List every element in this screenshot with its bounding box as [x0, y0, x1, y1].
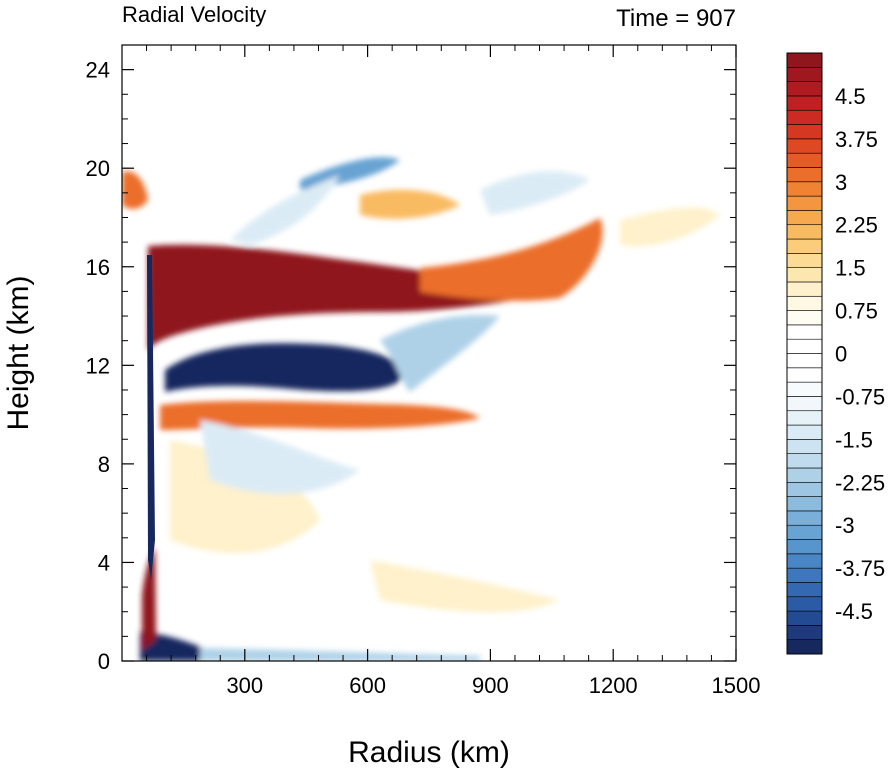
- colorbar-label: -0.75: [835, 384, 885, 409]
- x-tick-label: 300: [226, 673, 263, 698]
- feature-midlevel-outflow: [160, 401, 480, 430]
- colorbar-label: -2.25: [835, 470, 885, 495]
- colorbar-segment: [786, 67, 823, 82]
- x-axis-label: Radius (km): [348, 736, 510, 769]
- colorbar-segment: [786, 596, 823, 612]
- colorbar-segment: [786, 353, 823, 369]
- y-tick-label: 24: [86, 58, 110, 83]
- colorbar-segment: [786, 481, 823, 497]
- feature-upper-outflow-jet: [148, 244, 560, 352]
- colorbar-segment: [786, 267, 823, 283]
- y-tick-label: 0: [98, 649, 110, 674]
- feature-eyewall-inflow-line: [147, 255, 155, 580]
- x-tick-label: 900: [472, 673, 509, 698]
- colorbar-segment: [786, 224, 823, 240]
- colorbar-segment: [786, 367, 823, 383]
- feature-mid-blue: [200, 420, 360, 494]
- colorbar-segment: [786, 138, 823, 154]
- colorbar-segment: [786, 295, 823, 311]
- colorbar-segment: [786, 109, 823, 125]
- y-tick-label: 8: [98, 452, 110, 477]
- colorbar-segment: [786, 310, 823, 326]
- colorbar: 4.5 3.75 3 2.25 1.5 0.75 0 -0.75 -1.5 -2.25 -3 -3.7…: [786, 52, 885, 655]
- colorbar-segment: [786, 152, 823, 168]
- colorbar-label: 2.25: [835, 213, 878, 238]
- colorbar-segment: [786, 281, 823, 297]
- feature-outflow-tongue: [420, 218, 603, 301]
- colorbar-segment: [786, 453, 823, 469]
- y-tick-label: 12: [86, 353, 110, 378]
- colorbar-segment: [786, 95, 823, 111]
- plot-frame: [121, 44, 737, 662]
- colorbar-segment: [786, 396, 823, 412]
- chart-title: Radial Velocity: [122, 2, 266, 27]
- colorbar-segment: [786, 253, 823, 268]
- feature-right-yellow: [620, 207, 720, 247]
- colorbar-segment: [786, 582, 823, 598]
- feature-return-inflow-halo: [380, 315, 500, 392]
- colorbar-segment: [786, 381, 823, 397]
- colorbar-segment: [786, 81, 823, 97]
- y-axis-label: Height (km): [2, 275, 35, 430]
- colorbar-segment: [786, 181, 823, 197]
- colorbar-segment: [786, 439, 823, 454]
- colorbar-segment: [786, 338, 823, 354]
- feature-upper-inflow-right: [480, 171, 590, 215]
- colorbar-segment: [786, 625, 823, 640]
- colorbar-frame: [786, 52, 823, 655]
- colorbar-segment: [786, 410, 823, 426]
- y-tick-label: 16: [86, 255, 110, 280]
- colorbar-label: 0: [835, 342, 847, 367]
- colorbar-label: 1.5: [835, 256, 866, 281]
- colorbar-segment: [786, 424, 823, 440]
- colorbar-segment: [786, 167, 823, 183]
- chart-subtitle: Time = 907: [616, 5, 736, 32]
- feature-upper-orange-patch: [360, 189, 460, 219]
- feature-return-inflow: [165, 343, 402, 392]
- colorbar-segment: [786, 210, 823, 226]
- colorbar-segment: [786, 510, 823, 526]
- y-tick-label: 4: [98, 550, 110, 575]
- colorbar-label: -1.5: [835, 427, 873, 452]
- colorbar-label: 0.75: [835, 299, 878, 324]
- colorbar-label: 4.5: [835, 84, 866, 109]
- colorbar-segment: [786, 639, 823, 655]
- feature-upper-axis-outflow: [122, 171, 148, 209]
- colorbar-segment: [786, 52, 823, 68]
- colorbar-segment: [786, 124, 823, 140]
- x-tick-label: 1200: [589, 673, 638, 698]
- feature-boundary-inflow-tail: [200, 648, 480, 661]
- colorbar-label: -3.75: [835, 556, 885, 581]
- x-tick-label: 600: [349, 673, 386, 698]
- colorbar-segment: [786, 539, 823, 555]
- colorbar-segment: [786, 524, 823, 540]
- x-tick-label: 1500: [712, 673, 761, 698]
- colorbar-segment: [786, 238, 823, 254]
- colorbar-segment: [786, 324, 823, 340]
- colorbar-segment: [786, 195, 823, 211]
- feature-upper-inflow-blue: [230, 175, 340, 245]
- colorbar-segment: [786, 467, 823, 483]
- colorbar-label: 3: [835, 170, 847, 195]
- colorbar-segment: [786, 567, 823, 583]
- axis-ticks: 300 600 900 1200 1500 0 4 8 12 16 20 24: [86, 45, 761, 698]
- colorbar-label: 3.75: [835, 127, 878, 152]
- heatmap: [122, 157, 720, 661]
- y-tick-label: 20: [86, 156, 110, 181]
- colorbar-label: -3: [835, 513, 855, 538]
- colorbar-label: -4.5: [835, 599, 873, 624]
- feature-midlevel-yellow: [170, 440, 320, 554]
- colorbar-segment: [786, 553, 823, 569]
- feature-low-yellow: [370, 560, 560, 613]
- colorbar-segment: [786, 496, 823, 512]
- colorbar-segment: [786, 610, 823, 626]
- feature-eyewall-outflow: [142, 548, 156, 651]
